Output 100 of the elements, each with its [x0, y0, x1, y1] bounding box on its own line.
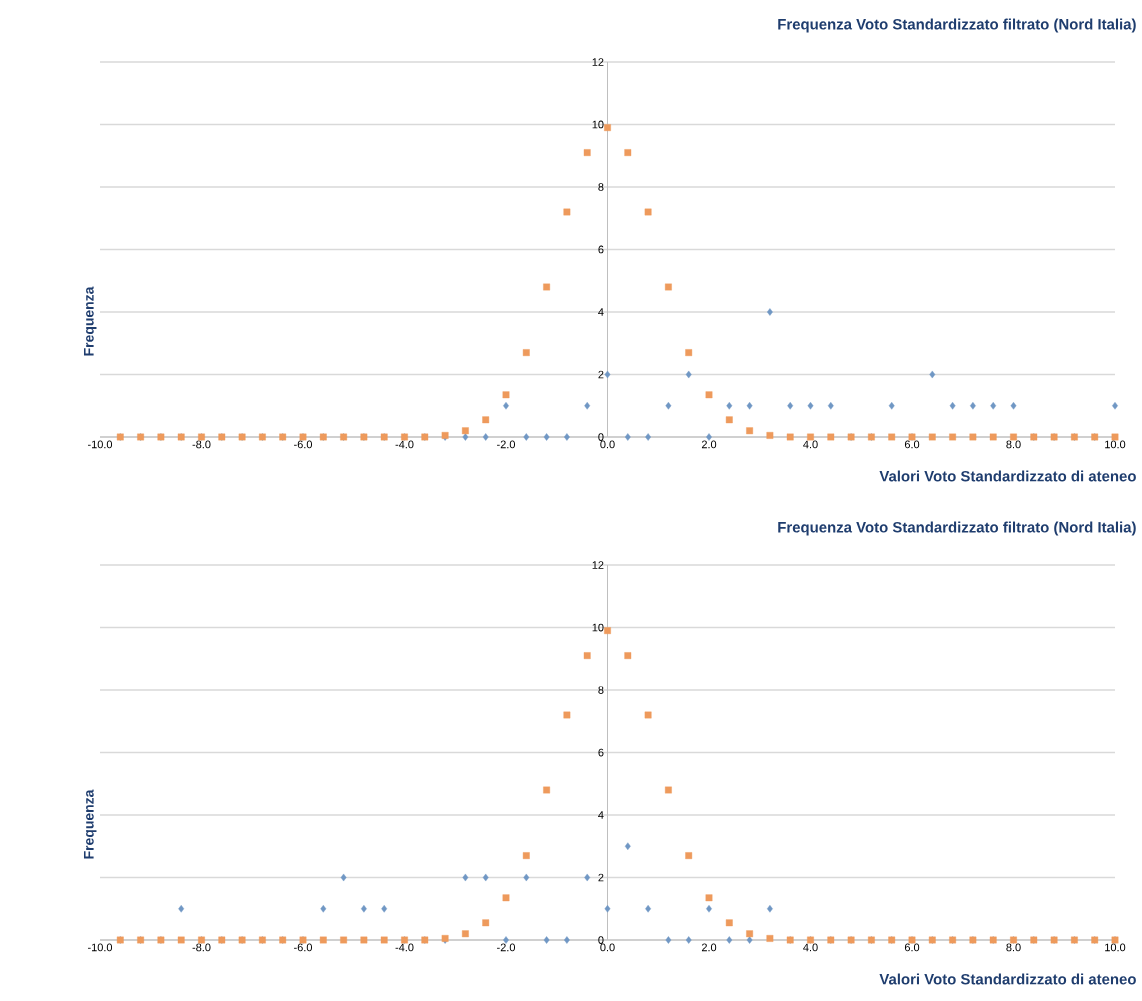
x-tick-label: -2.0 — [497, 440, 516, 449]
x-tick-label: -4.0 — [395, 440, 414, 449]
point — [502, 894, 510, 902]
point — [766, 935, 774, 942]
y-tick-label: 2 — [598, 370, 604, 379]
point — [705, 894, 713, 902]
point — [644, 208, 652, 216]
x-tick-label: 6.0 — [904, 943, 920, 952]
point — [726, 936, 733, 944]
point — [360, 936, 368, 944]
point — [543, 786, 550, 794]
point — [380, 936, 388, 944]
point — [685, 936, 692, 944]
x-tick-label: 4.0 — [803, 943, 818, 952]
point — [584, 873, 591, 882]
point — [725, 919, 733, 927]
point — [604, 124, 611, 132]
point — [462, 427, 469, 435]
point — [320, 904, 327, 913]
x-tick-label: -10.0 — [88, 440, 113, 449]
point — [482, 433, 489, 441]
point — [563, 711, 571, 719]
point — [665, 401, 672, 410]
point — [543, 283, 550, 291]
point — [644, 711, 652, 719]
y-tick-label: 6 — [598, 245, 604, 254]
y-tick-label: 2 — [598, 873, 604, 882]
point — [827, 433, 835, 441]
point — [665, 283, 672, 291]
point — [523, 873, 530, 882]
point — [665, 786, 672, 794]
point — [665, 936, 672, 944]
point — [746, 930, 753, 938]
point — [583, 149, 591, 157]
point — [624, 842, 631, 851]
chart-title: Frequenza Voto Standardizzato filtrato (Nord Italia) — [778, 521, 1136, 536]
point — [502, 391, 510, 399]
point — [929, 370, 936, 379]
point — [604, 370, 611, 379]
point — [482, 416, 490, 424]
point — [928, 433, 936, 441]
point — [340, 936, 347, 944]
y-tick-label: 0 — [598, 433, 604, 441]
point — [177, 936, 185, 944]
point — [989, 433, 997, 441]
point — [319, 936, 327, 944]
y-tick-label: 10 — [592, 623, 604, 632]
point — [543, 433, 550, 441]
point — [340, 873, 347, 882]
x-tick-label: 2.0 — [701, 943, 717, 952]
y-tick-label: 10 — [592, 120, 604, 129]
x-tick-label: -8.0 — [192, 943, 211, 952]
x-tick-label: 10.0 — [1105, 440, 1126, 449]
x-tick-label: 0.0 — [600, 943, 615, 952]
y-tick-label: 12 — [592, 561, 604, 569]
x-tick-label: 8.0 — [1006, 943, 1021, 952]
x-tick-label: -2.0 — [497, 943, 516, 952]
point — [178, 904, 185, 913]
point — [787, 401, 794, 410]
x-axis-title: Valori Voto Standardizzato di ateneo — [879, 973, 1136, 985]
point — [827, 401, 834, 410]
point — [462, 433, 469, 441]
point — [746, 401, 753, 410]
y-tick-label: 6 — [598, 748, 604, 757]
point — [564, 433, 570, 441]
point — [949, 433, 956, 441]
point — [990, 401, 997, 410]
y-axis-title: Frequenza — [83, 789, 97, 859]
point — [381, 904, 388, 913]
point — [767, 308, 773, 316]
x-tick-label: 4.0 — [803, 440, 818, 449]
point — [685, 852, 693, 860]
point — [888, 401, 895, 410]
point — [1010, 401, 1017, 410]
y-tick-label: 8 — [598, 183, 604, 191]
x-tick-label: 0.0 — [600, 440, 615, 449]
point — [563, 208, 571, 216]
point — [624, 652, 632, 660]
chart-title: Frequenza Voto Standardizzato filtrato (Nord Italia) — [778, 18, 1136, 33]
point — [522, 349, 530, 357]
x-tick-label: -6.0 — [294, 440, 313, 449]
x-tick-label: 8.0 — [1006, 440, 1021, 449]
point — [543, 936, 550, 944]
point — [807, 401, 814, 410]
point — [726, 401, 733, 410]
point — [604, 627, 611, 635]
point — [705, 391, 713, 399]
point — [725, 416, 733, 424]
point — [583, 652, 591, 660]
point — [888, 433, 896, 441]
point — [604, 904, 611, 913]
point — [584, 401, 591, 410]
point — [462, 873, 469, 882]
point — [624, 433, 631, 441]
y-tick-label: 8 — [598, 686, 604, 694]
point — [482, 919, 490, 927]
x-axis-title: Valori Voto Standardizzato di ateneo — [879, 470, 1136, 482]
point — [624, 149, 632, 157]
y-axis-title: Frequenza — [83, 286, 97, 356]
x-tick-label: -6.0 — [294, 943, 313, 952]
